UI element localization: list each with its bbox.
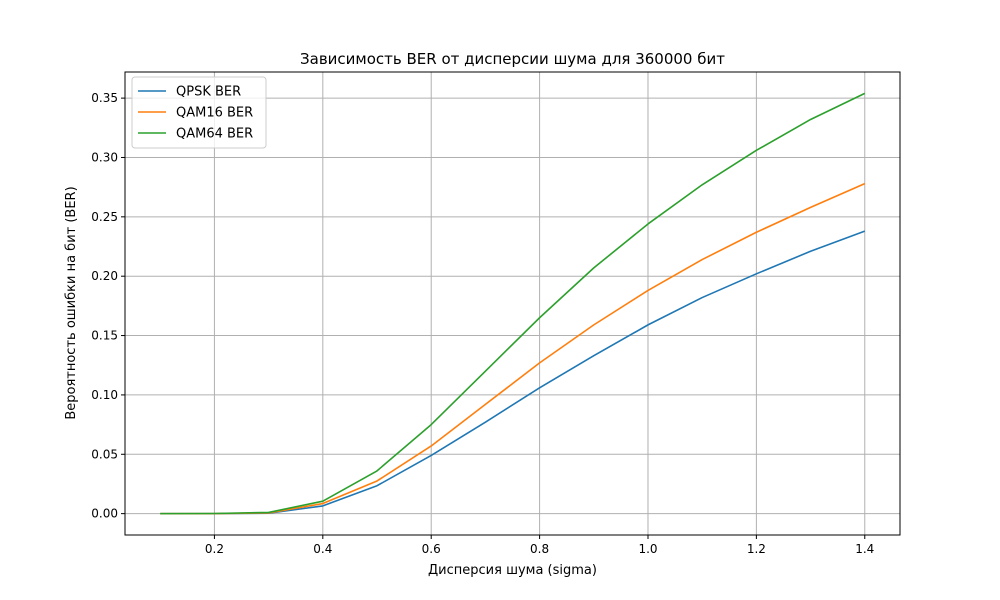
- legend-box: [131, 76, 267, 149]
- axis-ticks: 0.2 0.4 0.6 0.8 1.0 1.2 1.4 0.00 0.05 0.10 0.15 0.2…: [91, 91, 874, 556]
- x-axis-label: Дисперсия шума (sigma): [428, 563, 597, 578]
- y-tick-label: 0.10: [91, 388, 118, 402]
- x-tick-label: 1.0: [638, 542, 657, 556]
- y-tick-label: 0.00: [91, 507, 118, 521]
- legend: QPSK BER QAM16 BER QAM64 BER: [131, 76, 267, 149]
- x-tick-label: 0.6: [422, 542, 441, 556]
- x-tick-label: 1.4: [855, 542, 874, 556]
- x-tick-label: 0.2: [205, 542, 224, 556]
- legend-label: QAM64 BER: [176, 127, 253, 142]
- y-tick-label: 0.20: [91, 269, 118, 283]
- y-tick-label: 0.30: [91, 150, 118, 164]
- y-tick-label: 0.35: [91, 91, 118, 105]
- y-tick-label: 0.05: [91, 447, 118, 461]
- legend-label: QAM16 BER: [176, 106, 253, 121]
- legend-items: QPSK BER QAM16 BER QAM64 BER: [138, 85, 253, 142]
- y-axis-label: Вероятность ошибки на бит (BER): [64, 186, 79, 419]
- chart-title: Зависимость BER от дисперсии шума для 36…: [300, 50, 725, 68]
- series-line-qam64-ber: [160, 92, 866, 515]
- x-tick-label: 1.2: [747, 542, 766, 556]
- series-lines: [160, 92, 866, 515]
- y-tick-label: 0.25: [91, 210, 118, 224]
- axes-frame: [124, 71, 901, 536]
- y-tick-label: 0.15: [91, 329, 118, 343]
- legend-label: QPSK BER: [176, 85, 241, 100]
- x-tick-label: 0.4: [313, 542, 332, 556]
- x-tick-label: 0.8: [530, 542, 549, 556]
